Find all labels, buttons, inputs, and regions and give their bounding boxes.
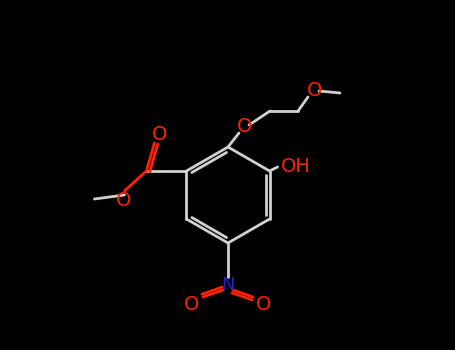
Text: O: O <box>184 294 200 314</box>
Text: OH: OH <box>281 158 310 176</box>
Text: O: O <box>307 80 323 99</box>
Text: O: O <box>116 190 131 210</box>
Text: O: O <box>256 294 272 314</box>
Text: O: O <box>238 117 253 135</box>
Text: O: O <box>152 125 167 144</box>
Text: N: N <box>221 276 235 294</box>
